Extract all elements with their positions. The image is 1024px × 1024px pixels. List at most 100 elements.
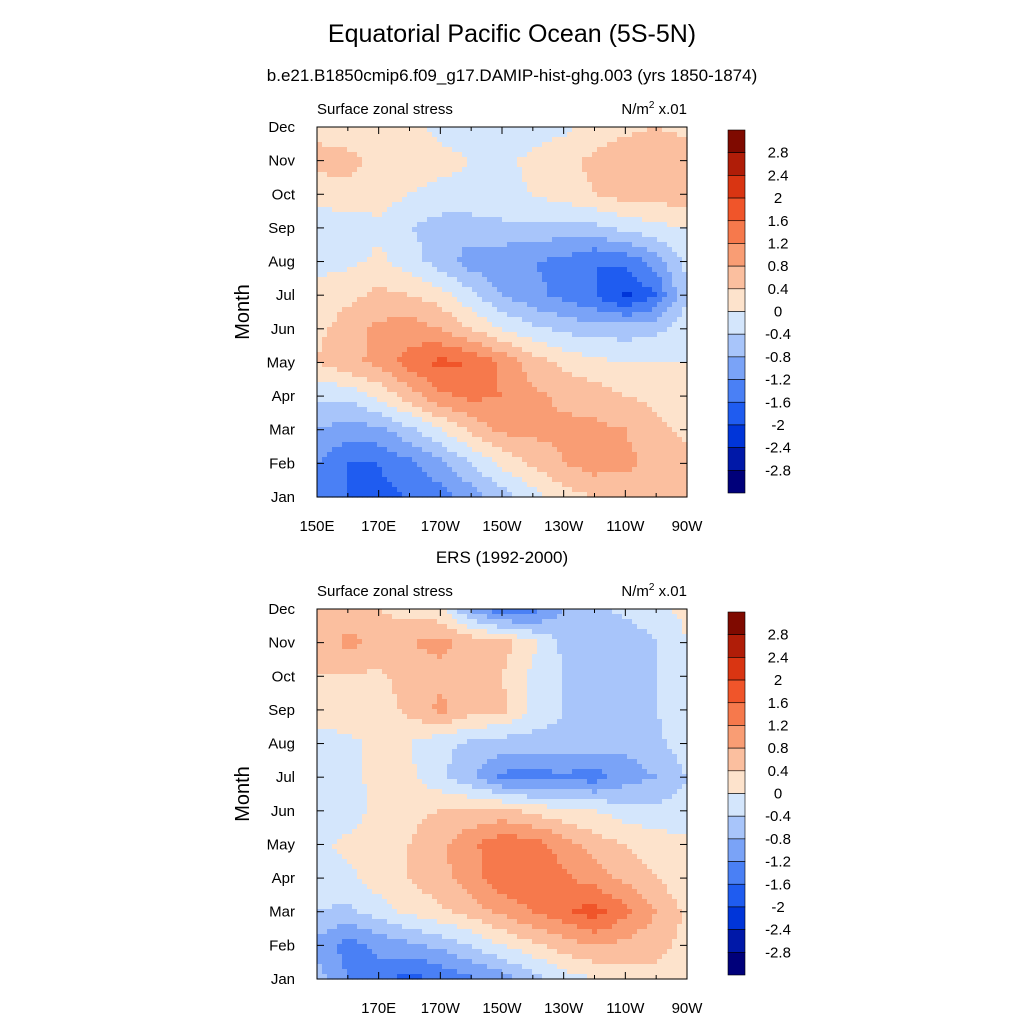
contour-cell bbox=[447, 177, 453, 183]
contour-cell bbox=[552, 427, 558, 433]
contour-cell bbox=[342, 337, 348, 343]
contour-cell bbox=[432, 162, 438, 168]
contour-cell bbox=[332, 307, 338, 313]
contour-cell bbox=[592, 197, 598, 203]
contour-cell bbox=[352, 167, 358, 173]
contour-cell bbox=[592, 437, 598, 443]
contour-cell bbox=[647, 417, 653, 423]
contour-cell bbox=[452, 267, 458, 273]
contour-cell bbox=[317, 357, 323, 363]
contour-cell bbox=[632, 217, 638, 223]
contour-cell bbox=[627, 302, 633, 308]
contour-cell bbox=[442, 162, 448, 168]
contour-cell bbox=[517, 377, 523, 383]
contour-cell bbox=[347, 367, 353, 373]
contour-cell bbox=[517, 357, 523, 363]
contour-cell bbox=[442, 407, 448, 413]
contour-cell bbox=[557, 277, 563, 283]
contour-cell bbox=[327, 277, 333, 283]
contour-cell bbox=[317, 142, 323, 148]
contour-cell bbox=[567, 422, 573, 428]
contour-cell bbox=[677, 142, 683, 148]
contour-cell bbox=[527, 322, 533, 328]
contour-cell bbox=[477, 202, 483, 208]
contour-cell bbox=[357, 247, 363, 253]
contour-cell bbox=[562, 427, 568, 433]
contour-cell bbox=[372, 332, 378, 338]
contour-cell bbox=[407, 367, 413, 373]
contour-cell bbox=[332, 147, 338, 153]
contour-cell bbox=[532, 272, 538, 278]
contour-cell bbox=[572, 427, 578, 433]
contour-cell bbox=[622, 367, 628, 373]
contour-cell bbox=[647, 422, 653, 428]
contour-cell bbox=[607, 217, 613, 223]
contour-cell bbox=[467, 152, 473, 158]
contour-cell bbox=[362, 237, 368, 243]
contour-cell bbox=[652, 167, 658, 173]
contour-cell bbox=[642, 442, 648, 448]
contour-cell bbox=[452, 217, 458, 223]
contour-cell bbox=[567, 172, 573, 178]
contour-cell bbox=[457, 397, 463, 403]
contour-cell bbox=[547, 417, 553, 423]
contour-cell bbox=[412, 232, 418, 238]
contour-cell bbox=[442, 422, 448, 428]
contour-cell bbox=[662, 177, 668, 183]
contour-cell bbox=[477, 252, 483, 258]
contour-cell bbox=[622, 407, 628, 413]
contour-cell bbox=[522, 392, 528, 398]
contour-cell bbox=[607, 427, 613, 433]
contour-cell bbox=[412, 277, 418, 283]
contour-cell bbox=[497, 142, 503, 148]
contour-cell bbox=[542, 287, 548, 293]
contour-cell bbox=[502, 197, 508, 203]
contour-cell bbox=[502, 437, 508, 443]
contour-cell bbox=[407, 212, 413, 218]
contour-cell bbox=[647, 222, 653, 228]
contour-cell bbox=[667, 327, 673, 333]
contour-cell bbox=[562, 362, 568, 368]
contour-cell bbox=[437, 322, 443, 328]
contour-cell bbox=[442, 387, 448, 393]
contour-cell bbox=[417, 432, 423, 438]
contour-cell bbox=[607, 307, 613, 313]
contour-cell bbox=[447, 252, 453, 258]
contour-cell bbox=[592, 247, 598, 253]
contour-cell bbox=[352, 442, 358, 448]
contour-cell bbox=[542, 347, 548, 353]
contour-cell bbox=[332, 352, 338, 358]
contour-cell bbox=[552, 347, 558, 353]
contour-cell bbox=[607, 137, 613, 143]
contour-cell bbox=[542, 227, 548, 233]
contour-cell bbox=[602, 167, 608, 173]
contour-cell bbox=[457, 332, 463, 338]
contour-cell bbox=[682, 442, 688, 448]
contour-cell bbox=[397, 452, 403, 458]
contour-cell bbox=[487, 307, 493, 313]
contour-cell bbox=[332, 172, 338, 178]
contour-cell bbox=[472, 382, 478, 388]
contour-cell bbox=[597, 327, 603, 333]
contour-cell bbox=[537, 417, 543, 423]
contour-cell bbox=[397, 347, 403, 353]
contour-cell bbox=[657, 347, 663, 353]
contour-cell bbox=[572, 157, 578, 163]
contour-cell bbox=[567, 437, 573, 443]
contour-cell bbox=[317, 152, 323, 158]
contour-cell bbox=[592, 157, 598, 163]
contour-cell bbox=[427, 417, 433, 423]
contour-cell bbox=[482, 387, 488, 393]
contour-cell bbox=[462, 137, 468, 143]
contour-cell bbox=[492, 407, 498, 413]
contour-cell bbox=[592, 317, 598, 323]
contour-cell bbox=[502, 217, 508, 223]
contour-cell bbox=[457, 212, 463, 218]
contour-cell bbox=[432, 287, 438, 293]
contour-cell bbox=[377, 412, 383, 418]
contour-cell bbox=[602, 412, 608, 418]
contour-cell bbox=[572, 167, 578, 173]
contour-cell bbox=[352, 377, 358, 383]
contour-cell bbox=[657, 277, 663, 283]
contour-cell bbox=[512, 182, 518, 188]
